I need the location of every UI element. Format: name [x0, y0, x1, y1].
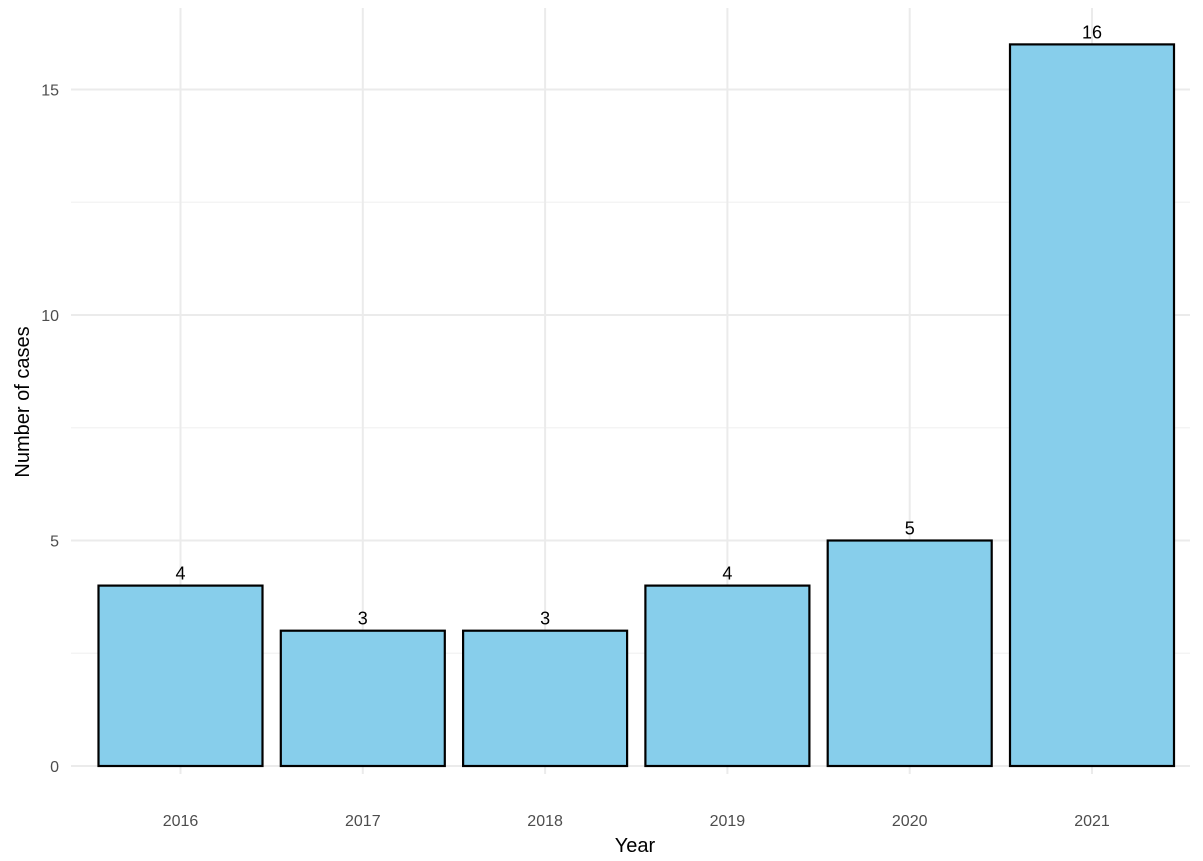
x-tick-label-2019: 2019 — [710, 813, 746, 830]
y-tick-label-15: 15 — [41, 83, 59, 100]
x-tick-label-2017: 2017 — [345, 813, 381, 830]
bars — [97, 43, 1176, 768]
data-labels: 4 3 3 4 5 16 — [175, 22, 1102, 628]
x-tick-label-2018: 2018 — [527, 813, 563, 830]
bar-2020 — [826, 539, 993, 768]
y-tick-label-0: 0 — [50, 759, 59, 776]
y-axis-title: Number of cases — [12, 326, 34, 477]
y-tick-label-5: 5 — [50, 534, 59, 551]
x-tick-label-2021: 2021 — [1074, 813, 1110, 830]
y-axis-ticks: 0 5 10 15 — [41, 83, 59, 777]
data-label-2021: 16 — [1082, 22, 1102, 42]
bar-2016 — [97, 584, 264, 768]
bar-2017 — [279, 629, 446, 768]
y-tick-label-10: 10 — [41, 308, 59, 325]
data-label-2018: 3 — [540, 609, 550, 629]
data-label-2019: 4 — [722, 564, 732, 584]
bar-2021 — [1008, 43, 1176, 768]
data-label-2016: 4 — [175, 564, 185, 584]
x-axis-title: Year — [615, 835, 656, 857]
x-tick-label-2016: 2016 — [163, 813, 199, 830]
bar-2018 — [462, 629, 629, 768]
x-tick-label-2020: 2020 — [892, 813, 928, 830]
data-label-2020: 5 — [905, 519, 915, 539]
data-label-2017: 3 — [358, 609, 368, 629]
x-axis-ticks: 2016 2017 2018 2019 2020 2021 — [163, 813, 1110, 830]
bar-2019 — [644, 584, 811, 768]
